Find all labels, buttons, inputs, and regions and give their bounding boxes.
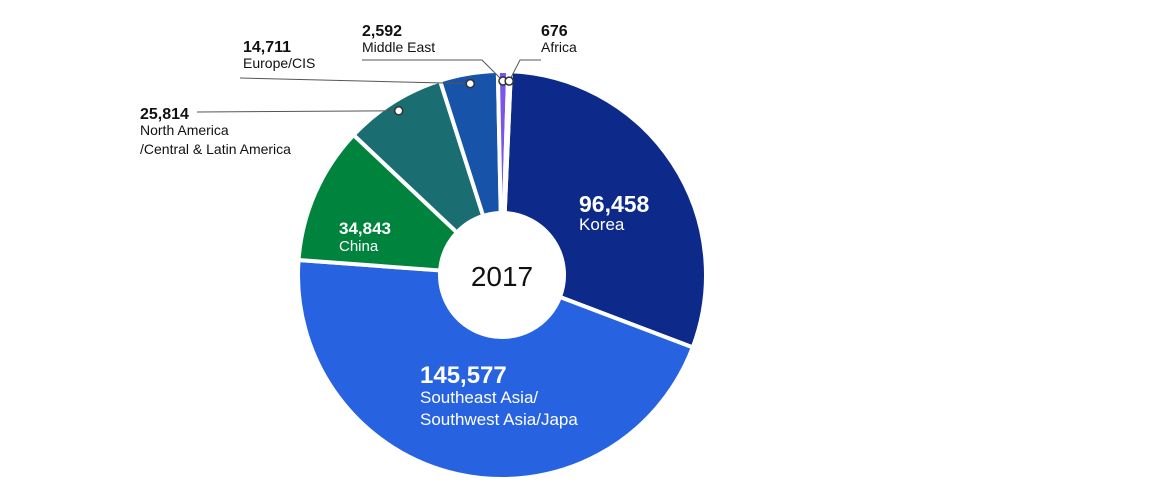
category-label-europe-cis: Europe/CIS bbox=[243, 55, 315, 71]
value-label-middle-east: 2,592 bbox=[362, 23, 402, 40]
callout-line-north-america-central-latin-america bbox=[196, 110, 399, 113]
category-label-china: China bbox=[339, 238, 379, 255]
callout-line-europe-cis bbox=[239, 77, 471, 85]
category-label-korea: Korea bbox=[579, 215, 625, 234]
callout-dot-africa bbox=[504, 76, 514, 86]
donut-slices bbox=[296, 69, 708, 481]
category-label-southeast-asia-southwest-asia-japa: Southeast Asia/ bbox=[420, 388, 538, 407]
callout-dot-europe-cis bbox=[465, 78, 475, 89]
value-label-north-america-central-latin-america: 25,814 bbox=[140, 106, 189, 123]
category-label-north-america-central-latin-america: North America bbox=[140, 122, 229, 138]
callout-lines bbox=[196, 59, 541, 116]
category-label-africa: Africa bbox=[541, 39, 577, 55]
category-label-middle-east: Middle East bbox=[362, 39, 435, 55]
donut-hole bbox=[440, 213, 564, 337]
center-year-label: 2017 bbox=[471, 261, 533, 292]
callout-dot-north-america-central-latin-america bbox=[393, 106, 404, 116]
value-label-southeast-asia-southwest-asia-japa: 145,577 bbox=[420, 362, 507, 389]
callout-line-africa bbox=[508, 59, 541, 82]
callout-line-middle-east bbox=[362, 59, 504, 82]
value-label-korea: 96,458 bbox=[579, 191, 650, 217]
value-label-europe-cis: 14,711 bbox=[243, 39, 291, 56]
category-label-southeast-asia-southwest-asia-japa: Southwest Asia/Japa bbox=[420, 410, 578, 429]
value-label-china: 34,843 bbox=[339, 219, 391, 238]
value-label-africa: 676 bbox=[541, 23, 568, 40]
category-label-north-america-central-latin-america: /Central & Latin America bbox=[140, 141, 291, 157]
